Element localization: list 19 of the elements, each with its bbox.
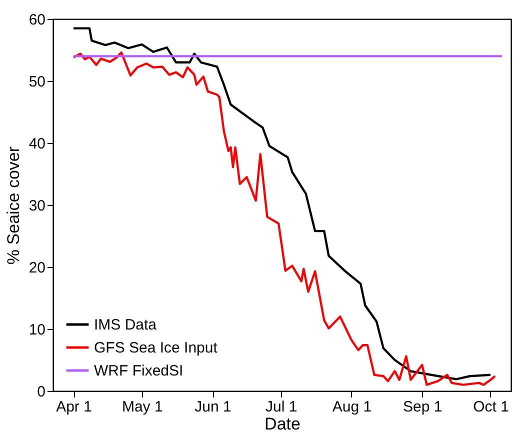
y-tick-label: 20 <box>28 260 46 276</box>
y-axis-title: % Seaice cover <box>4 146 23 265</box>
x-tick-label: Jul 1 <box>266 398 298 416</box>
x-axis-title: Date <box>264 414 300 433</box>
x-tick-label: May 1 <box>122 398 163 416</box>
y-tick-label: 50 <box>28 74 46 90</box>
y-tick-label: 40 <box>28 136 46 152</box>
y-tick-label: 60 <box>28 12 46 28</box>
x-tick-label: Oct 1 <box>473 398 509 416</box>
legend-label: IMS Data <box>94 316 158 334</box>
legend-label: GFS Sea Ice Input <box>94 340 218 356</box>
x-tick-label: Sep 1 <box>403 398 442 416</box>
y-tick-label: 0 <box>37 384 46 400</box>
x-tick-label: Aug 1 <box>332 398 372 416</box>
legend-label: WRF FixedSI <box>94 362 184 380</box>
x-tick-label: Jun 1 <box>194 398 232 416</box>
x-tick-label: Apr 1 <box>56 398 92 416</box>
y-tick-label: 10 <box>28 322 46 338</box>
y-tick-label: 30 <box>28 198 46 214</box>
